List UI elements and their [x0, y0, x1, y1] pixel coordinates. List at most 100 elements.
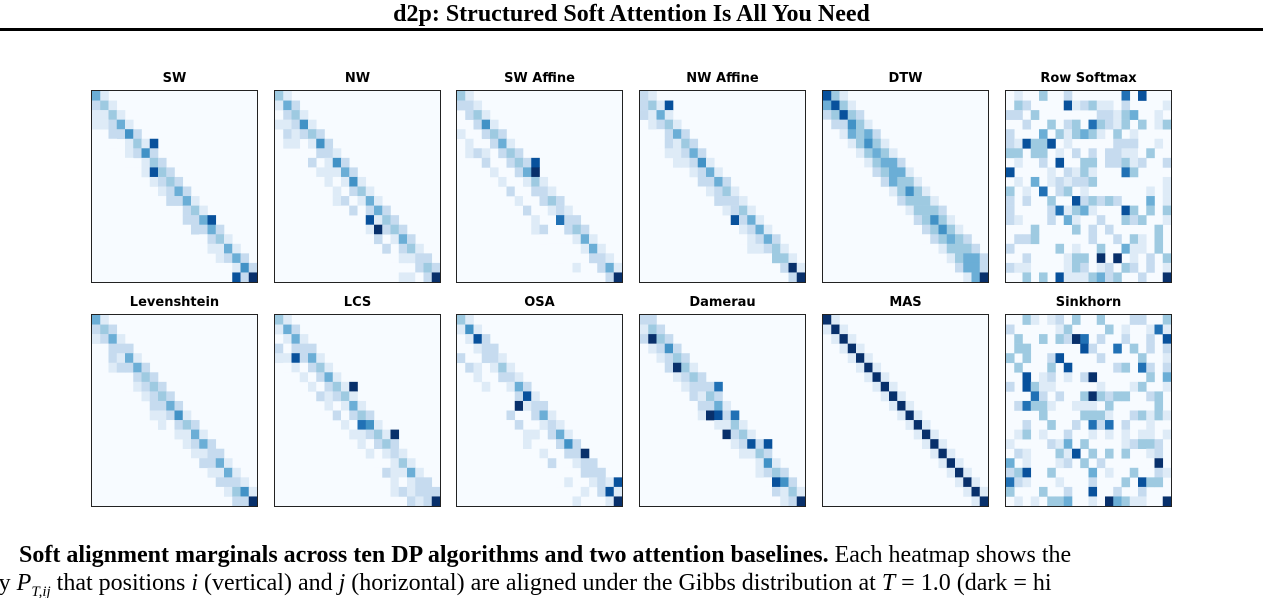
heatmap-cell	[415, 262, 424, 273]
heatmap-cell	[149, 400, 159, 411]
heatmap-cell	[182, 196, 192, 206]
heatmap-cell	[108, 110, 118, 120]
heatmap-cell	[1055, 391, 1065, 402]
heatmap-cell	[299, 343, 309, 354]
heatmap-cell	[922, 224, 931, 235]
heatmap-cell	[1096, 420, 1106, 430]
heatmap-cell	[423, 496, 433, 506]
heatmap-cell	[133, 167, 142, 178]
heatmap-cell	[697, 391, 707, 402]
heatmap-cell	[1121, 262, 1131, 273]
heatmap-cell	[465, 110, 474, 120]
heatmap-cell	[1105, 119, 1114, 130]
heatmap-cell	[232, 243, 241, 254]
caption-text: (horizontal) are aligned under the Gibbs…	[345, 570, 882, 596]
heatmap-cell	[116, 343, 126, 354]
heatmap-cell	[1105, 315, 1114, 325]
heatmap-cell	[166, 186, 175, 197]
heatmap-cell	[473, 324, 483, 335]
heatmap-cell	[697, 148, 707, 159]
heatmap-cell	[473, 343, 483, 354]
heatmap-cell	[1138, 439, 1147, 449]
heatmap-cell	[1146, 372, 1155, 383]
heatmap-cell	[523, 381, 532, 392]
heatmap-cell	[547, 429, 557, 440]
heatmap-cell	[1088, 448, 1098, 459]
heatmap-cell	[457, 91, 466, 101]
heatmap-cell	[1129, 243, 1139, 254]
heatmap-cell	[224, 262, 233, 273]
heatmap-cell	[664, 362, 674, 373]
panel-title: SW Affine	[504, 71, 575, 86]
heatmap-cell	[872, 381, 882, 392]
heatmap	[639, 314, 806, 507]
heatmap-cell	[125, 362, 134, 373]
heatmap-cell	[1063, 129, 1073, 140]
heatmap-cell	[1006, 381, 1015, 392]
heatmap-cell	[564, 439, 573, 449]
heatmap-cell	[556, 429, 565, 440]
heatmap-cell	[864, 167, 873, 178]
heatmap-cell	[1138, 496, 1147, 506]
heatmap-cell	[889, 148, 898, 159]
heatmap-cell	[1162, 196, 1171, 206]
heatmap-cell	[1039, 486, 1048, 497]
heatmap-cell	[166, 167, 175, 178]
heatmap-cell	[1039, 138, 1048, 149]
heatmap-cell	[539, 234, 549, 245]
heatmap-cell	[689, 138, 699, 149]
heatmap-cell	[1047, 138, 1056, 149]
heatmap-cell	[539, 448, 549, 459]
heatmap-cell	[889, 167, 898, 178]
heatmap-cell	[1138, 91, 1147, 101]
heatmap-cell	[1113, 391, 1122, 402]
heatmap-cell	[1105, 496, 1114, 506]
heatmap-cell	[656, 353, 666, 364]
heatmap-cell	[125, 353, 134, 364]
heatmap-plot	[1006, 91, 1171, 282]
heatmap-cell	[1121, 157, 1131, 168]
heatmap-cell	[191, 439, 200, 449]
heatmap-cell	[547, 410, 557, 421]
heatmap-cell	[772, 234, 781, 245]
heatmap-cell	[407, 496, 416, 506]
heatmap-cell	[1088, 148, 1098, 159]
heatmap-cell	[1146, 324, 1155, 335]
heatmap-cell	[1162, 176, 1171, 187]
heatmap-cell	[382, 439, 391, 449]
heatmap-cell	[1063, 91, 1073, 101]
heatmap-cell	[905, 176, 915, 187]
heatmap-cell	[1014, 148, 1023, 159]
heatmap-cell	[1113, 362, 1122, 373]
heatmap-cell	[1121, 324, 1131, 335]
heatmap-cell	[979, 496, 988, 506]
heatmap-cell	[523, 391, 532, 402]
heatmap-cell	[839, 110, 849, 120]
heatmap-cell	[556, 439, 565, 449]
heatmap-cell	[1022, 272, 1032, 282]
heatmap-cell	[539, 458, 549, 469]
heatmap-cell	[341, 391, 350, 402]
heatmap-cell	[788, 496, 798, 506]
heatmap-cell	[788, 253, 798, 264]
heatmap-cell	[332, 176, 342, 187]
heatmap-cell	[1113, 110, 1122, 120]
heatmap-cell	[539, 400, 549, 411]
heatmap-cell	[946, 205, 956, 216]
heatmap-cell	[299, 372, 309, 383]
heatmap-plot	[457, 91, 622, 282]
heatmap-cell	[1138, 157, 1147, 168]
heatmap-cell	[1047, 362, 1056, 373]
heatmap-cell	[547, 243, 557, 254]
heatmap-cell	[324, 148, 334, 159]
heatmap-cell	[572, 215, 582, 225]
heatmap-cell	[605, 262, 615, 273]
heatmap-cell	[880, 148, 890, 159]
heatmap-cell	[1039, 186, 1048, 197]
heatmap-cell	[1014, 262, 1023, 273]
heatmap-cell	[100, 91, 109, 101]
heatmap-cell	[324, 400, 334, 411]
heatmap-cell	[357, 215, 367, 225]
heatmap-cell	[341, 410, 350, 421]
heatmap-cell	[1129, 110, 1139, 120]
